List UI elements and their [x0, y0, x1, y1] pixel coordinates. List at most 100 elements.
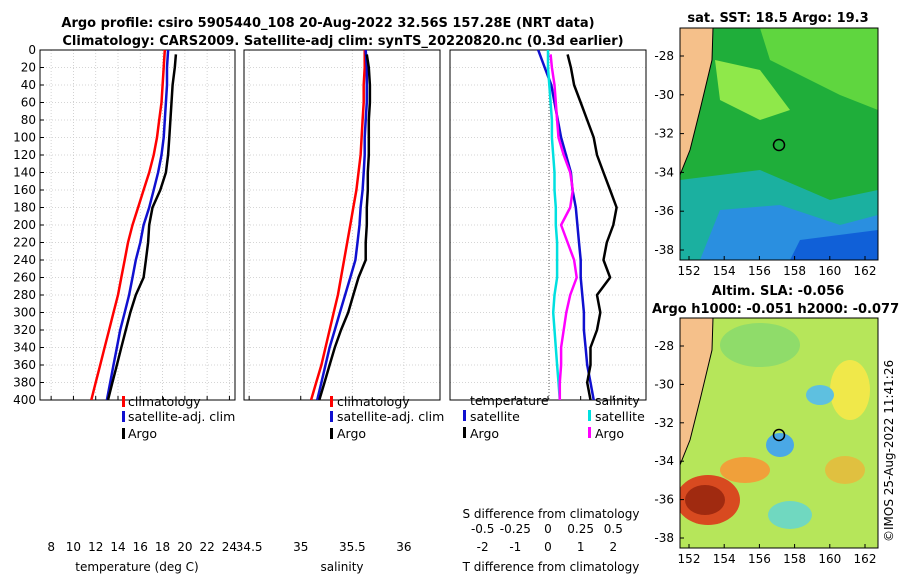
legend-s-satellite-swatch — [588, 410, 591, 421]
difference-axes-frame — [449, 49, 647, 401]
series-line-t-argo — [566, 54, 618, 400]
legend-s-argo-swatch — [588, 427, 591, 438]
salinity-panel: 34.5 35 35.5 36 salinity climatology satell… — [236, 49, 444, 574]
lat-tick-label: -32 — [654, 416, 674, 430]
sla-patch — [720, 323, 800, 367]
y-tick-label: 400 — [13, 393, 36, 407]
legend-satellite-label: satellite-adj. clim — [337, 409, 444, 424]
sla-patch — [825, 456, 865, 484]
lat-tick-label: -28 — [654, 339, 674, 353]
y-tick-label: 340 — [13, 341, 36, 355]
x-tick-label: 34.5 — [236, 540, 263, 554]
lon-tick-label: 162 — [854, 264, 877, 278]
x-tick-label: 8 — [47, 540, 55, 554]
lat-tick-label: -36 — [654, 493, 674, 507]
temperature-legend: climatology satellite-adj. clim Argo — [122, 394, 235, 441]
sst-coastline — [680, 28, 714, 176]
series-line-satellite-adj-clim — [105, 50, 170, 400]
y-tick-label: 380 — [13, 376, 36, 390]
y-tick-label: 140 — [13, 166, 36, 180]
legend-climatology-label: climatology — [337, 394, 410, 409]
x-tick-label: 18 — [155, 540, 170, 554]
difference-grid — [450, 67, 646, 383]
sla-lon-ticks: 152 154 156 158 160 162 — [678, 544, 877, 566]
series-line-climatology — [90, 50, 167, 400]
y-tick-label: 0 — [28, 43, 36, 57]
lat-tick-label: -38 — [654, 531, 674, 545]
lat-tick-label: -34 — [654, 454, 674, 468]
x-tick-label: 14 — [110, 540, 125, 554]
lon-tick-label: 160 — [818, 552, 841, 566]
s-difference-ticks: -0.5 -0.25 0 0.25 0.5 — [471, 522, 623, 536]
lon-tick-label: 158 — [783, 264, 806, 278]
s-diff-tick-label: 0.5 — [604, 522, 623, 536]
legend-satellite-swatch — [122, 411, 125, 422]
imos-credit: ©IMOS 25-Aug-2022 11:41:26 — [882, 360, 896, 542]
depth-ticks: 0 20 40 60 80 100 120 140 160 180 200 220 240 260 280 3… — [13, 43, 44, 407]
x-tick-label: 35 — [293, 540, 308, 554]
x-tick-label: 2 — [610, 540, 618, 554]
temperature-xlabel: temperature (deg C) — [75, 560, 198, 574]
y-tick-label: 240 — [13, 253, 36, 267]
lon-tick-label: 158 — [783, 552, 806, 566]
legend-s-argo-label: Argo — [595, 426, 624, 441]
sst-lon-ticks: 152 154 156 158 160 162 — [678, 256, 877, 278]
sla-low-patch — [768, 501, 812, 529]
series-line-argo — [106, 54, 178, 400]
legend-climatology-swatch — [122, 396, 125, 407]
sst-lat-ticks: -28 -30 -32 -34 -36 -38 — [654, 49, 684, 257]
salinity-xlabel: salinity — [320, 560, 363, 574]
legend-satellite-swatch — [330, 411, 333, 422]
temperature-grid — [40, 50, 235, 400]
x-tick-label: 22 — [200, 540, 215, 554]
temperature-lines — [90, 50, 178, 400]
lon-tick-label: 162 — [854, 552, 877, 566]
sst-cold-patch — [790, 230, 878, 260]
sst-warm-patch — [715, 60, 790, 120]
y-tick-label: 100 — [13, 131, 36, 145]
y-tick-label: 360 — [13, 358, 36, 372]
difference-panel: -2 -1 0 1 2 -0.5 -0.25 0 0.25 0.5 S difference f… — [449, 49, 647, 574]
x-tick-label: 20 — [177, 540, 192, 554]
series-line-s-argo — [549, 54, 578, 400]
lat-tick-label: -28 — [654, 49, 674, 63]
x-tick-label: 24 — [222, 540, 237, 554]
series-line-argo — [318, 54, 372, 400]
y-tick-label: 260 — [13, 271, 36, 285]
legend-t-argo-label: Argo — [470, 426, 499, 441]
lat-tick-label: -30 — [654, 377, 674, 391]
difference-legend-salinity: salinity satellite Argo — [588, 393, 645, 441]
s-difference-label: S difference from climatology — [463, 507, 640, 521]
x-tick-label: 35.5 — [339, 540, 366, 554]
sst-map-title: sat. SST: 18.5 Argo: 19.3 — [687, 11, 868, 26]
lat-tick-label: -32 — [654, 127, 674, 141]
series-line-s-satellite — [546, 50, 562, 400]
x-tick-label: 12 — [88, 540, 103, 554]
salinity-legend: climatology satellite-adj. clim Argo — [330, 394, 444, 441]
lon-tick-label: 156 — [748, 552, 771, 566]
legend-t-satellite-label: satellite — [470, 409, 520, 424]
x-tick-label: -2 — [477, 540, 489, 554]
salinity-ticks: 34.5 35 35.5 36 — [236, 396, 412, 554]
x-tick-label: 36 — [396, 540, 411, 554]
argo-location-marker — [772, 428, 786, 442]
sla-map-frame — [679, 317, 879, 549]
sla-map: Altim. SLA: -0.056 Argo h1000: -0.051 h2… — [652, 284, 899, 566]
x-tick-label: 1 — [577, 540, 585, 554]
y-tick-label: 60 — [21, 96, 36, 110]
sla-coastline — [680, 318, 714, 466]
x-tick-label: -1 — [509, 540, 521, 554]
series-line-climatology — [309, 50, 366, 400]
lon-tick-label: 154 — [713, 264, 736, 278]
lon-tick-label: 154 — [713, 552, 736, 566]
legend-t-argo-swatch — [463, 427, 466, 438]
y-tick-label: 40 — [21, 78, 36, 92]
t-difference-ticks: -2 -1 0 1 2 — [477, 396, 617, 554]
lon-tick-label: 160 — [818, 264, 841, 278]
sla-land — [680, 318, 713, 465]
difference-legend-temperature: temperature satellite Argo — [463, 393, 549, 441]
y-tick-label: 200 — [13, 218, 36, 232]
salinity-lines — [309, 50, 372, 400]
legend-climatology-swatch — [330, 396, 333, 407]
